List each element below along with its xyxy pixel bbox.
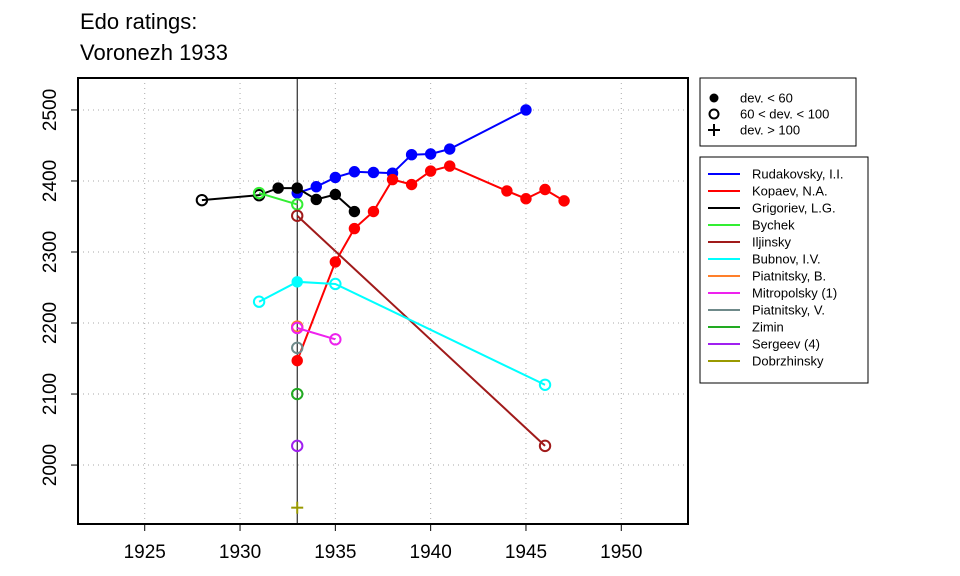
series-grigoriev-l-g-point xyxy=(348,205,361,218)
legend-plus-marker xyxy=(708,124,720,136)
series-iljinsky xyxy=(291,209,552,453)
series-kopaev-n-a-point xyxy=(558,195,570,207)
series-rudakovsky-i-i-point xyxy=(310,180,322,193)
series-kopaev-n-a-point xyxy=(501,185,513,197)
series-piatnitsky-v xyxy=(291,341,304,355)
series-zimin xyxy=(291,387,304,401)
series-bubnov-i-v-point xyxy=(252,295,266,308)
plot-frame xyxy=(77,77,689,525)
legend-label-dobrzhinsky: Dobrzhinsky xyxy=(752,354,824,369)
chart-title-line-2: Voronezh 1933 xyxy=(80,40,229,65)
series-zimin-point xyxy=(291,387,304,401)
series-dobrzhinsky xyxy=(291,501,304,514)
series-kopaev-n-a-point xyxy=(405,178,418,191)
legend-filled-circle-marker xyxy=(709,93,719,103)
series-grigoriev-l-g xyxy=(195,182,361,218)
chart-title-line-1: Edo ratings: xyxy=(80,9,198,34)
series-rudakovsky-i-i-point xyxy=(424,148,437,160)
legend-label-rudakovsky-i-i: Rudakovsky, I.I. xyxy=(752,167,844,182)
series-grigoriev-l-g-point xyxy=(310,193,322,206)
legend-open-circle-marker xyxy=(708,108,720,120)
series-rudakovsky-i-i-point xyxy=(520,104,532,116)
y-tick-label: 2100 xyxy=(40,373,61,415)
grid xyxy=(78,78,688,524)
series-bubnov-i-v-point xyxy=(329,277,342,291)
series-kopaev-n-a-point xyxy=(367,205,380,218)
y-tick-label: 2000 xyxy=(40,444,61,486)
legend-label-grigoriev-l-g: Grigoriev, L.G. xyxy=(752,201,836,216)
series-kopaev-n-a-point xyxy=(386,173,399,186)
y-tick-label: 2400 xyxy=(40,160,61,202)
marker-legend-box xyxy=(699,77,857,147)
series-kopaev-n-a-point xyxy=(329,256,342,268)
legend-label-kopaev-n-a: Kopaev, N.A. xyxy=(752,184,828,199)
series-rudakovsky-i-i-point xyxy=(444,143,456,155)
series-mitropolsky-1-line xyxy=(296,327,336,341)
series-mitropolsky-1 xyxy=(291,321,342,346)
legend-label-bubnov-i-v: Bubnov, I.V. xyxy=(752,252,821,267)
series-kopaev-n-a-point xyxy=(348,222,361,235)
series-grigoriev-l-g-point xyxy=(272,182,284,194)
series-kopaev-n-a-point xyxy=(291,354,303,367)
series-grigoriev-l-g-point xyxy=(291,182,303,194)
series-rudakovsky-i-i-line xyxy=(296,109,527,194)
axes: 1925 1930 1935 1940 1945 1950 2000 2100 2200 2300… xyxy=(40,89,642,563)
series-iljinsky-line xyxy=(296,215,546,447)
series-bubnov-i-v-line xyxy=(258,280,546,386)
legend-label-sergeev-4: Sergeev (4) xyxy=(752,337,820,352)
legend-label-iljinsky: Iljinsky xyxy=(752,235,792,250)
series-dobrzhinsky-point xyxy=(291,501,304,514)
series-legend: Rudakovsky, I.I. Kopaev, N.A. Grigoriev, L… xyxy=(699,156,869,384)
series-mitropolsky-1-point xyxy=(291,321,304,335)
series-bubnov-i-v xyxy=(252,276,552,392)
legend-label-mitropolsky-1: Mitropolsky (1) xyxy=(752,286,837,301)
y-tick-label: 2300 xyxy=(40,231,61,273)
x-tick-label: 1950 xyxy=(600,542,642,563)
series-bychek-line xyxy=(258,192,298,206)
series-kopaev-n-a xyxy=(291,160,570,367)
legend-label-bychek: Bychek xyxy=(752,218,795,233)
legend-label-piatnitsky-b: Piatnitsky, B. xyxy=(752,269,826,284)
x-tick-label: 1940 xyxy=(410,542,452,563)
series-rudakovsky-i-i-point xyxy=(348,166,361,178)
series-iljinsky-point xyxy=(291,209,304,222)
x-tick-label: 1925 xyxy=(124,542,166,563)
series-bubnov-i-v-point xyxy=(291,276,303,288)
x-tick-label: 1930 xyxy=(219,542,261,563)
series-rudakovsky-i-i-point xyxy=(367,166,380,179)
series-bubnov-i-v-point xyxy=(538,378,552,392)
series-kopaev-n-a-point xyxy=(424,165,437,177)
series-layer xyxy=(195,104,570,514)
marker-legend-label: dev. < 60 xyxy=(740,91,793,106)
series-sergeev-4 xyxy=(291,439,304,453)
series-sergeev-4-point xyxy=(291,439,304,453)
series-legend-box xyxy=(699,156,869,384)
series-mitropolsky-1-point xyxy=(329,333,342,346)
series-kopaev-n-a-point xyxy=(444,160,456,172)
series-kopaev-n-a-point xyxy=(539,183,551,196)
series-grigoriev-l-g-point xyxy=(195,193,209,207)
x-tick-label: 1935 xyxy=(314,542,356,563)
series-rudakovsky-i-i-point xyxy=(405,149,418,161)
y-tick-label: 2200 xyxy=(40,302,61,344)
series-grigoriev-l-g-point xyxy=(329,188,342,201)
series-kopaev-n-a-point xyxy=(520,193,532,205)
series-iljinsky-point xyxy=(538,439,552,453)
marker-legend-label: dev. > 100 xyxy=(740,123,800,138)
x-tick-label: 1945 xyxy=(505,542,547,563)
series-bychek-point xyxy=(252,186,266,200)
legend-label-zimin: Zimin xyxy=(752,320,784,335)
legend-label-piatnitsky-v: Piatnitsky, V. xyxy=(752,303,825,318)
marker-legend-label: 60 < dev. < 100 xyxy=(740,107,829,122)
series-rudakovsky-i-i-point xyxy=(329,171,342,184)
y-tick-label: 2500 xyxy=(40,89,61,131)
series-piatnitsky-v-point xyxy=(291,341,304,355)
